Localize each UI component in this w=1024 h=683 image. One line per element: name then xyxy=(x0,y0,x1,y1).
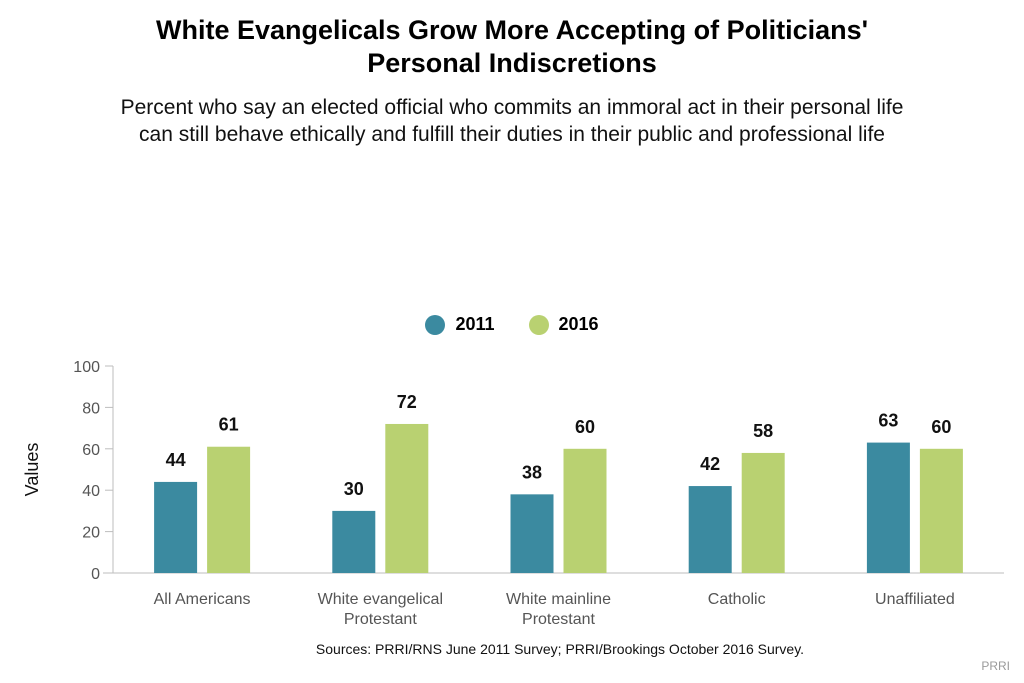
y-tick-label: 100 xyxy=(73,359,100,376)
x-tick-label: White evangelical xyxy=(318,591,443,608)
data-label-2011: 63 xyxy=(878,411,898,431)
bar-2011 xyxy=(510,494,554,573)
y-tick-label: 20 xyxy=(82,525,100,542)
legend-item-2016: 2016 xyxy=(528,314,599,335)
chart-title: White Evangelicals Grow More Accepting o… xyxy=(0,14,1024,80)
bar-2011 xyxy=(332,510,376,573)
bar-2011 xyxy=(866,442,910,573)
y-tick-label: 80 xyxy=(82,400,100,417)
data-label-2011: 30 xyxy=(344,479,364,499)
chart-title-line-1: White Evangelicals Grow More Accepting o… xyxy=(155,15,869,45)
y-axis-title: Values xyxy=(22,443,42,497)
data-label-2011: 38 xyxy=(522,462,542,482)
legend-swatch-2011 xyxy=(425,314,446,335)
source-note: Sources: PRRI/RNS June 2011 Survey; PRRI… xyxy=(315,641,805,657)
legend-label-2016: 2016 xyxy=(558,314,599,334)
x-tick-label: Catholic xyxy=(708,591,766,608)
legend-item-2011: 2011 xyxy=(425,314,495,335)
bar-2011 xyxy=(154,481,198,573)
chart-subtitle: Percent who say an elected official who … xyxy=(0,94,1024,148)
x-tick-label: White mainline xyxy=(506,591,611,608)
x-tick-label: Protestant xyxy=(522,611,595,628)
chart-title-line-2: Personal Indiscretions xyxy=(367,48,657,78)
x-tick-label: All Americans xyxy=(154,591,251,608)
data-label-2011: 42 xyxy=(700,454,720,474)
data-label-2016: 60 xyxy=(931,417,951,437)
y-tick-label: 40 xyxy=(82,483,100,500)
data-label-2016: 72 xyxy=(397,392,417,412)
bar-2011 xyxy=(688,486,732,573)
data-label-2016: 60 xyxy=(575,417,595,437)
legend-swatch-2016 xyxy=(528,314,549,335)
data-label-2011: 44 xyxy=(166,450,186,470)
bar-2016 xyxy=(563,448,607,573)
brand-watermark: PRRI xyxy=(981,659,1010,673)
bar-2016 xyxy=(385,423,429,573)
y-tick-label: 60 xyxy=(82,442,100,459)
bar-2016 xyxy=(207,446,251,573)
chart-subtitle-line-2: can still behave ethically and fulfill t… xyxy=(139,123,885,146)
data-label-2016: 58 xyxy=(753,421,773,441)
x-tick-label: Protestant xyxy=(344,611,417,628)
y-tick-label: 0 xyxy=(91,566,100,583)
x-tick-label: Unaffiliated xyxy=(875,591,955,608)
chart-legend: 2011 2016 xyxy=(0,314,1024,335)
bar-2016 xyxy=(741,452,785,573)
chart-subtitle-line-1: Percent who say an elected official who … xyxy=(120,96,904,119)
data-label-2016: 61 xyxy=(219,415,239,435)
legend-label-2011: 2011 xyxy=(455,314,495,334)
bar-2016 xyxy=(919,448,963,573)
